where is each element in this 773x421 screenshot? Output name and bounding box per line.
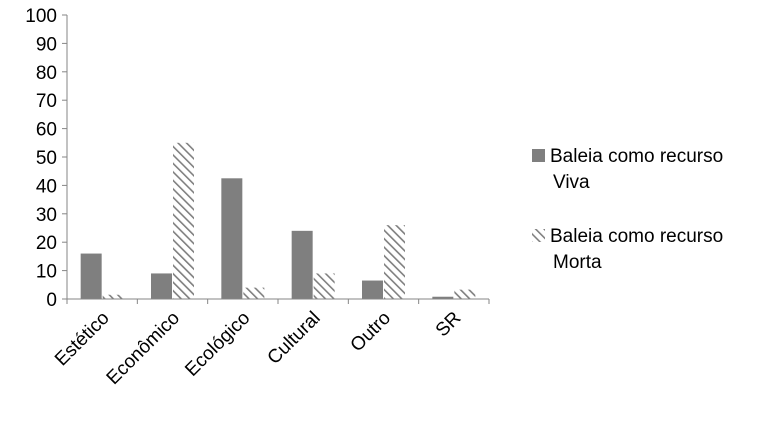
- y-tick-label: 60: [36, 120, 57, 141]
- bar-morta-5: [454, 289, 476, 299]
- y-tick-label: 100: [25, 6, 57, 27]
- bars: [67, 142, 489, 300]
- x-category-label: Estético: [51, 308, 114, 371]
- legend-label: Baleia como recurso: [550, 226, 723, 247]
- legend-label: Viva: [553, 172, 590, 193]
- y-tick-label: 70: [36, 91, 57, 112]
- y-tick-label: 80: [36, 63, 57, 84]
- y-tick-label: 0: [46, 290, 57, 311]
- y-tick-label: 40: [36, 176, 57, 197]
- bar-viva-5: [432, 296, 454, 299]
- bar-morta-1: [173, 142, 194, 299]
- bar-viva-3: [291, 230, 313, 299]
- y-tick-label: 20: [36, 233, 57, 254]
- bar-viva-4: [362, 280, 383, 299]
- x-category-label: SR: [432, 308, 466, 342]
- y-tick-label: 30: [36, 205, 57, 226]
- y-tick-label: 50: [36, 148, 57, 169]
- bar-morta-0: [102, 294, 124, 299]
- bar-viva-1: [151, 273, 172, 299]
- x-category-label: Econômico: [103, 308, 184, 389]
- legend-label: Baleia como recurso: [550, 146, 723, 167]
- bar-morta-4: [384, 225, 405, 299]
- y-tick-label: 90: [36, 34, 57, 55]
- legend-swatch-morta: [532, 229, 545, 242]
- x-category-label: Ecológico: [181, 308, 254, 381]
- y-axis: 0 10 20 30 40 50 60 70 80 90 100: [25, 6, 68, 311]
- legend-swatch-viva: [532, 149, 545, 162]
- bar-morta-3: [313, 273, 335, 299]
- x-category-label: Outro: [347, 308, 395, 356]
- bar-viva-2: [221, 178, 243, 299]
- bar-viva-0: [80, 253, 102, 299]
- legend: Baleia como recurso Viva Baleia como recur…: [532, 146, 723, 273]
- x-category-label: Cultural: [264, 308, 325, 369]
- bar-morta-2: [243, 287, 265, 299]
- legend-label: Morta: [553, 252, 602, 273]
- y-tick-label: 10: [36, 262, 57, 283]
